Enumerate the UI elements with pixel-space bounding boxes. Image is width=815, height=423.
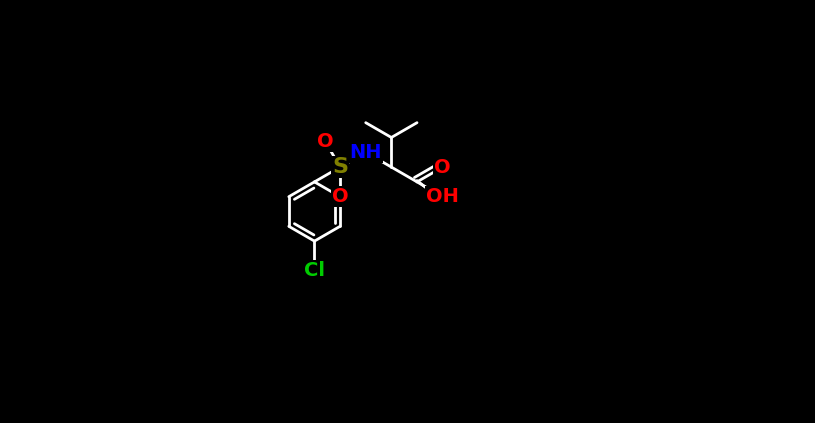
Text: NH: NH [350, 143, 382, 162]
Text: O: O [317, 132, 333, 151]
Text: S: S [332, 157, 348, 177]
Text: Cl: Cl [304, 261, 325, 280]
Text: OH: OH [426, 187, 459, 206]
Text: O: O [332, 187, 348, 206]
Text: O: O [434, 158, 451, 176]
